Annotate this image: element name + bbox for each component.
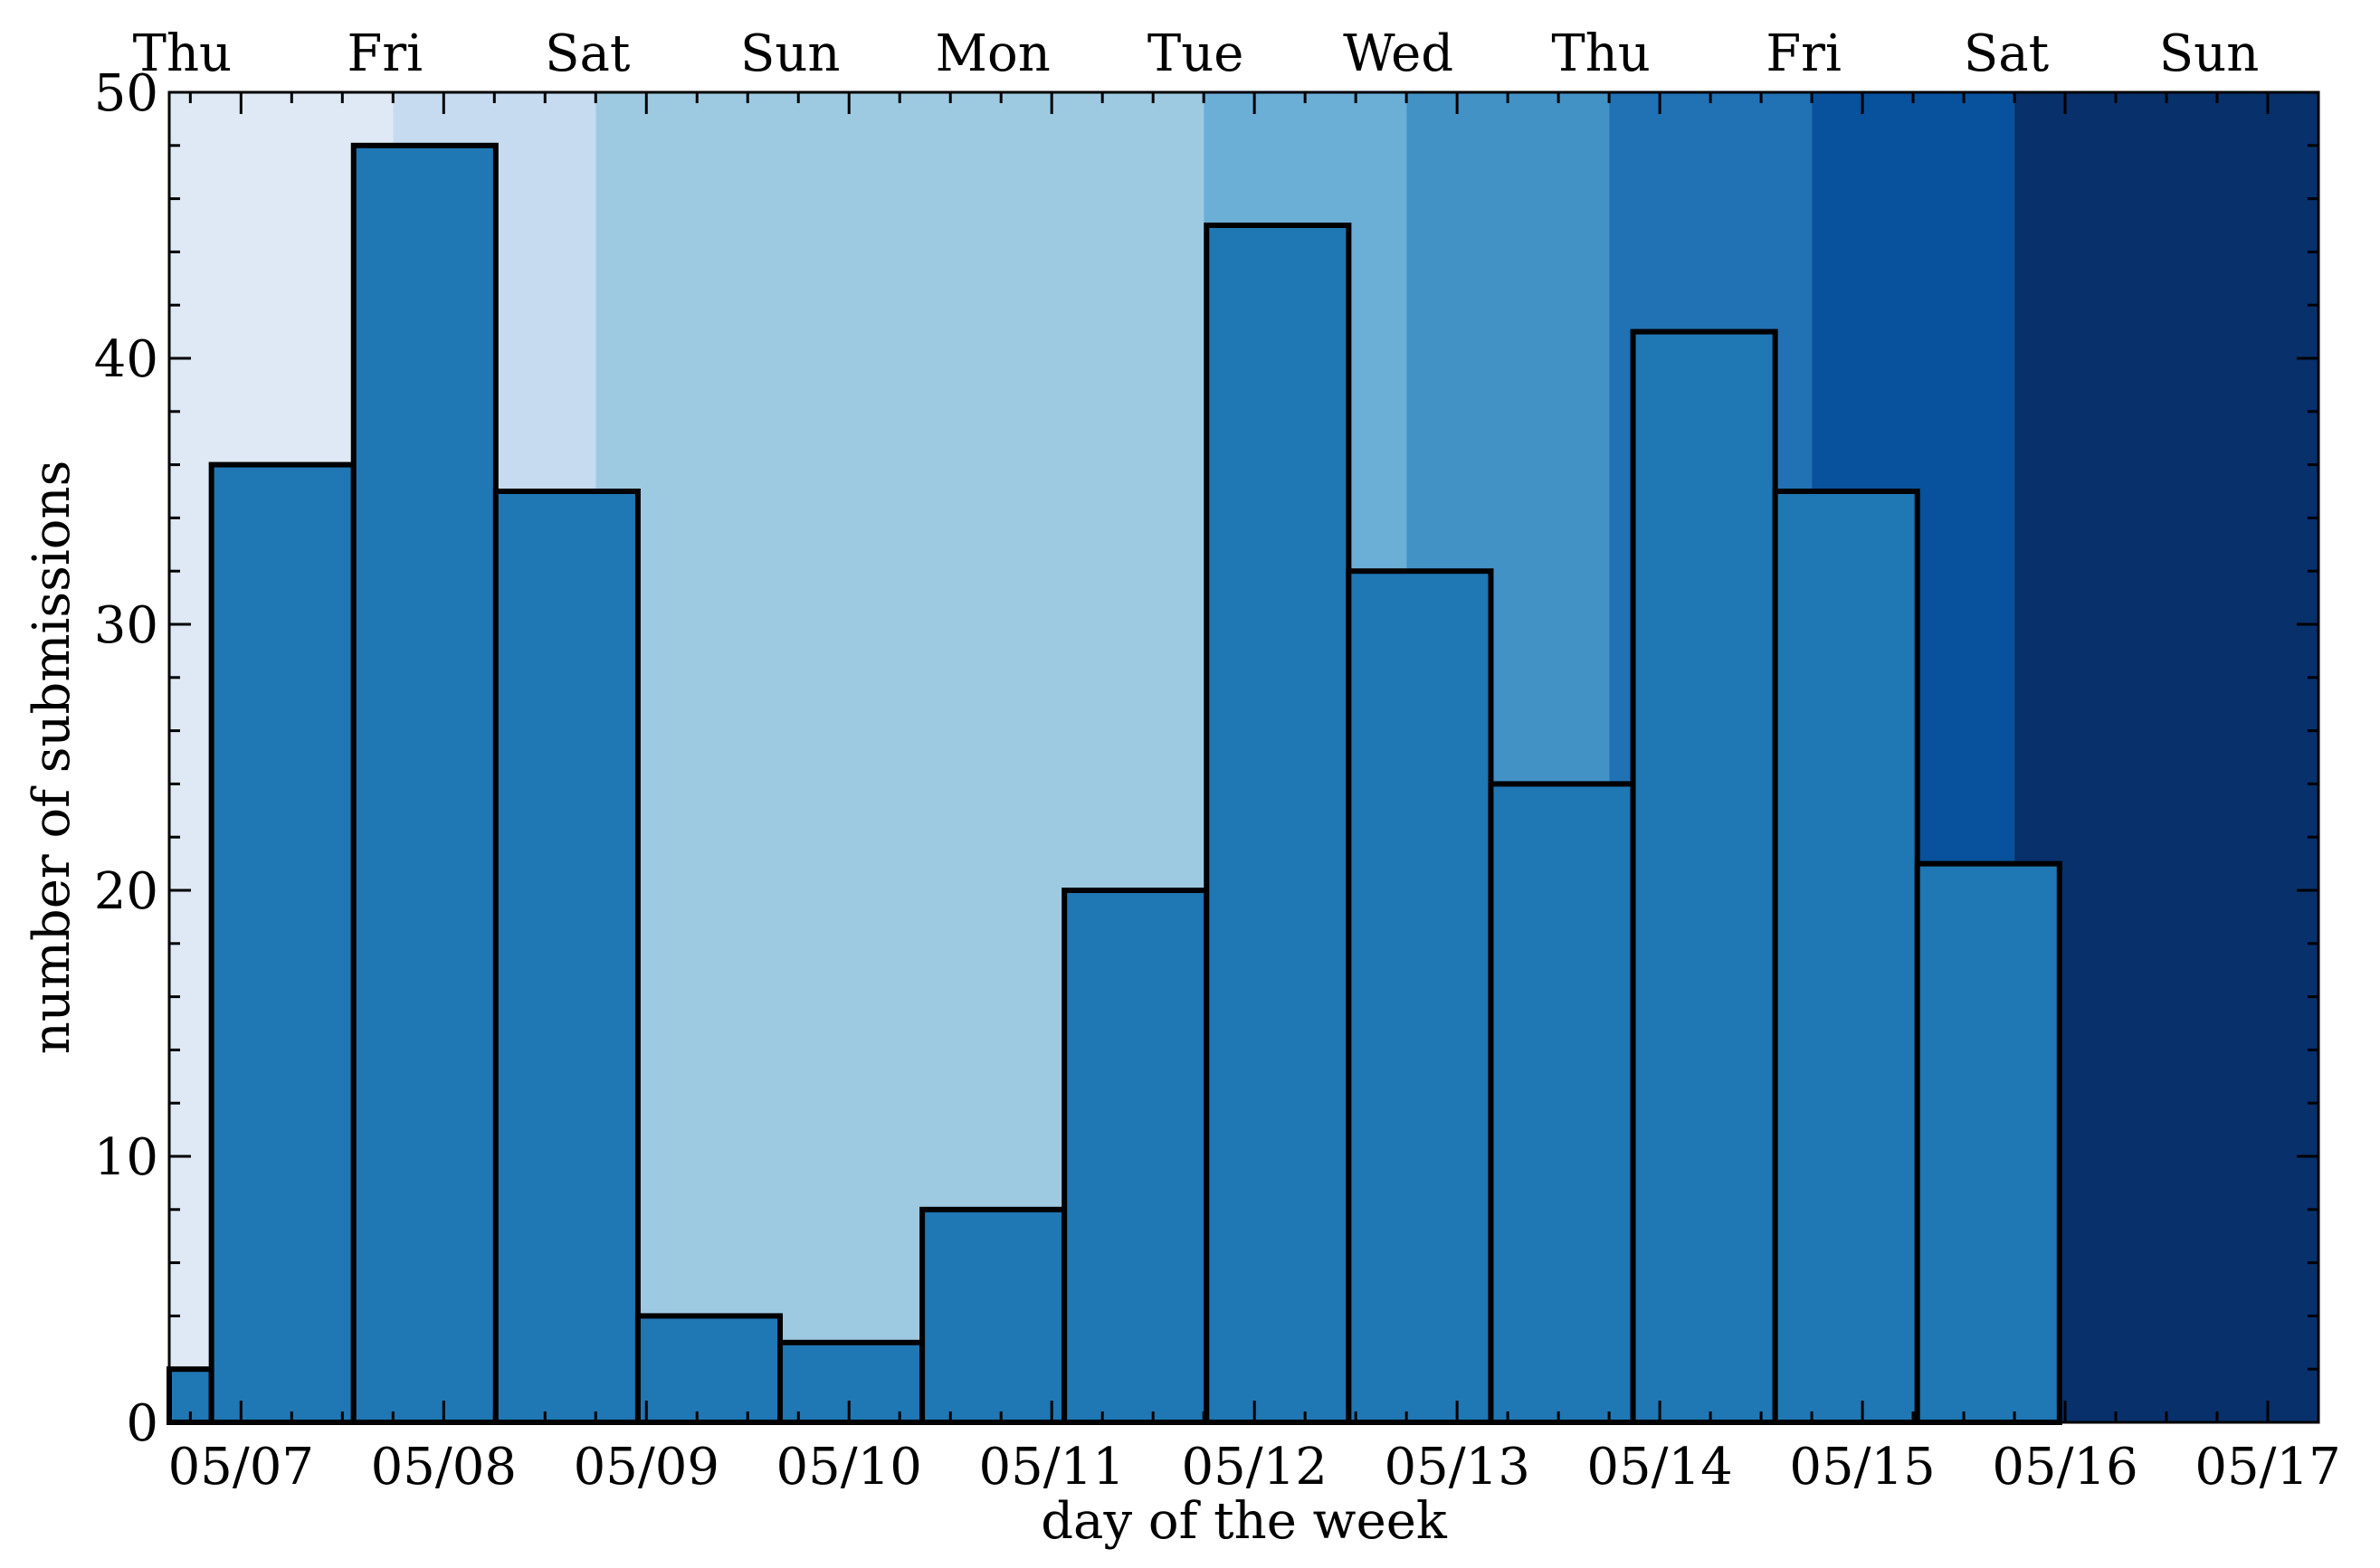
x-weekday-label: Mon: [936, 24, 1051, 83]
bar-5: [777, 1339, 926, 1426]
bar-3: [492, 489, 641, 1425]
x-date-label: 05/17: [2194, 1438, 2340, 1497]
y-axis-label: number of submissions: [23, 461, 81, 1055]
x-weekday-label: Thu: [1551, 24, 1650, 83]
bar-11: [1630, 328, 1778, 1426]
axis-ticks: [169, 90, 2320, 1424]
x-weekday-label: Tue: [1147, 24, 1244, 83]
bar-13: [1914, 860, 2062, 1425]
y-tick-label: 40: [94, 330, 158, 389]
histogram-bars: [167, 142, 2062, 1426]
bar-2: [350, 142, 499, 1425]
x-date-label: 05/15: [1789, 1438, 1935, 1497]
bar-8: [1204, 223, 1352, 1425]
y-tick-label: 20: [94, 862, 158, 921]
x-date-label: 05/10: [776, 1438, 922, 1497]
bar-10: [1488, 781, 1636, 1425]
x-date-label: 05/14: [1586, 1438, 1732, 1497]
bar-1: [208, 461, 357, 1425]
x-weekday-label: Fri: [1766, 24, 1842, 83]
bar-4: [634, 1313, 784, 1426]
x-date-label: 05/12: [1181, 1438, 1327, 1497]
bar-7: [1061, 888, 1210, 1425]
y-tick-label: 0: [126, 1394, 158, 1453]
x-weekday-label: Wed: [1343, 24, 1453, 83]
y-tick-label: 10: [94, 1128, 158, 1187]
x-axis-label: day of the week: [1041, 1492, 1448, 1551]
bar-12: [1772, 489, 1920, 1425]
x-weekday-label: Thu: [133, 24, 232, 83]
x-date-label: 05/16: [1992, 1438, 2137, 1497]
x-date-label: 05/13: [1384, 1438, 1529, 1497]
x-date-label: 05/08: [371, 1438, 517, 1497]
x-weekday-label: Fri: [347, 24, 424, 83]
x-weekday-label: Sat: [545, 24, 631, 83]
x-weekday-label: Sat: [1964, 24, 2050, 83]
x-date-label: 05/07: [168, 1438, 314, 1497]
x-weekday-label: Sun: [740, 24, 841, 83]
x-weekday-label: Sun: [2159, 24, 2260, 83]
tick-labels: 0 10 20 30 40 50 05/07 05/08 05/09 05/10 05/11 05/1…: [94, 24, 2341, 1497]
y-tick-label: 50: [94, 64, 158, 123]
y-tick-label: 30: [94, 596, 158, 655]
bar-9: [1346, 568, 1494, 1425]
x-date-label: 05/09: [574, 1438, 719, 1497]
x-date-label: 05/11: [979, 1438, 1125, 1497]
plot-frame: [167, 90, 2320, 1424]
bar-6: [919, 1206, 1068, 1426]
background-band-7: [2014, 92, 2318, 1422]
